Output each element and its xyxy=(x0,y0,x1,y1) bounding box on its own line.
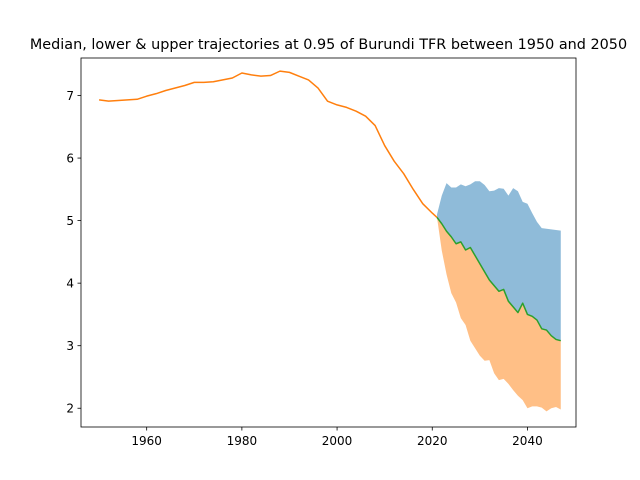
x-tick-label: 2000 xyxy=(322,434,353,448)
x-tick-label: 2020 xyxy=(417,434,448,448)
y-tick-label: 5 xyxy=(66,214,74,228)
y-tick-label: 6 xyxy=(66,151,74,165)
plot-area xyxy=(98,70,561,412)
x-tick-label: 2040 xyxy=(512,434,543,448)
y-tick-label: 3 xyxy=(66,339,74,353)
median-trajectory-line xyxy=(436,217,561,342)
axes-frame xyxy=(80,57,577,428)
y-tick-label: 4 xyxy=(66,276,74,290)
historical-tfr-line xyxy=(98,70,438,219)
lower-band-area xyxy=(437,217,561,412)
y-axis: 2 3 4 5 6 7 xyxy=(66,89,81,416)
y-tick-label: 2 xyxy=(66,402,74,416)
x-axis: 1960 1980 2000 2020 2040 xyxy=(131,427,543,448)
chart-title: Median, lower & upper trajectories at 0.… xyxy=(30,37,627,53)
x-tick-label: 1980 xyxy=(227,434,258,448)
upper-band-area xyxy=(437,181,561,341)
x-tick-label: 1960 xyxy=(131,434,162,448)
y-tick-label: 7 xyxy=(66,89,74,103)
